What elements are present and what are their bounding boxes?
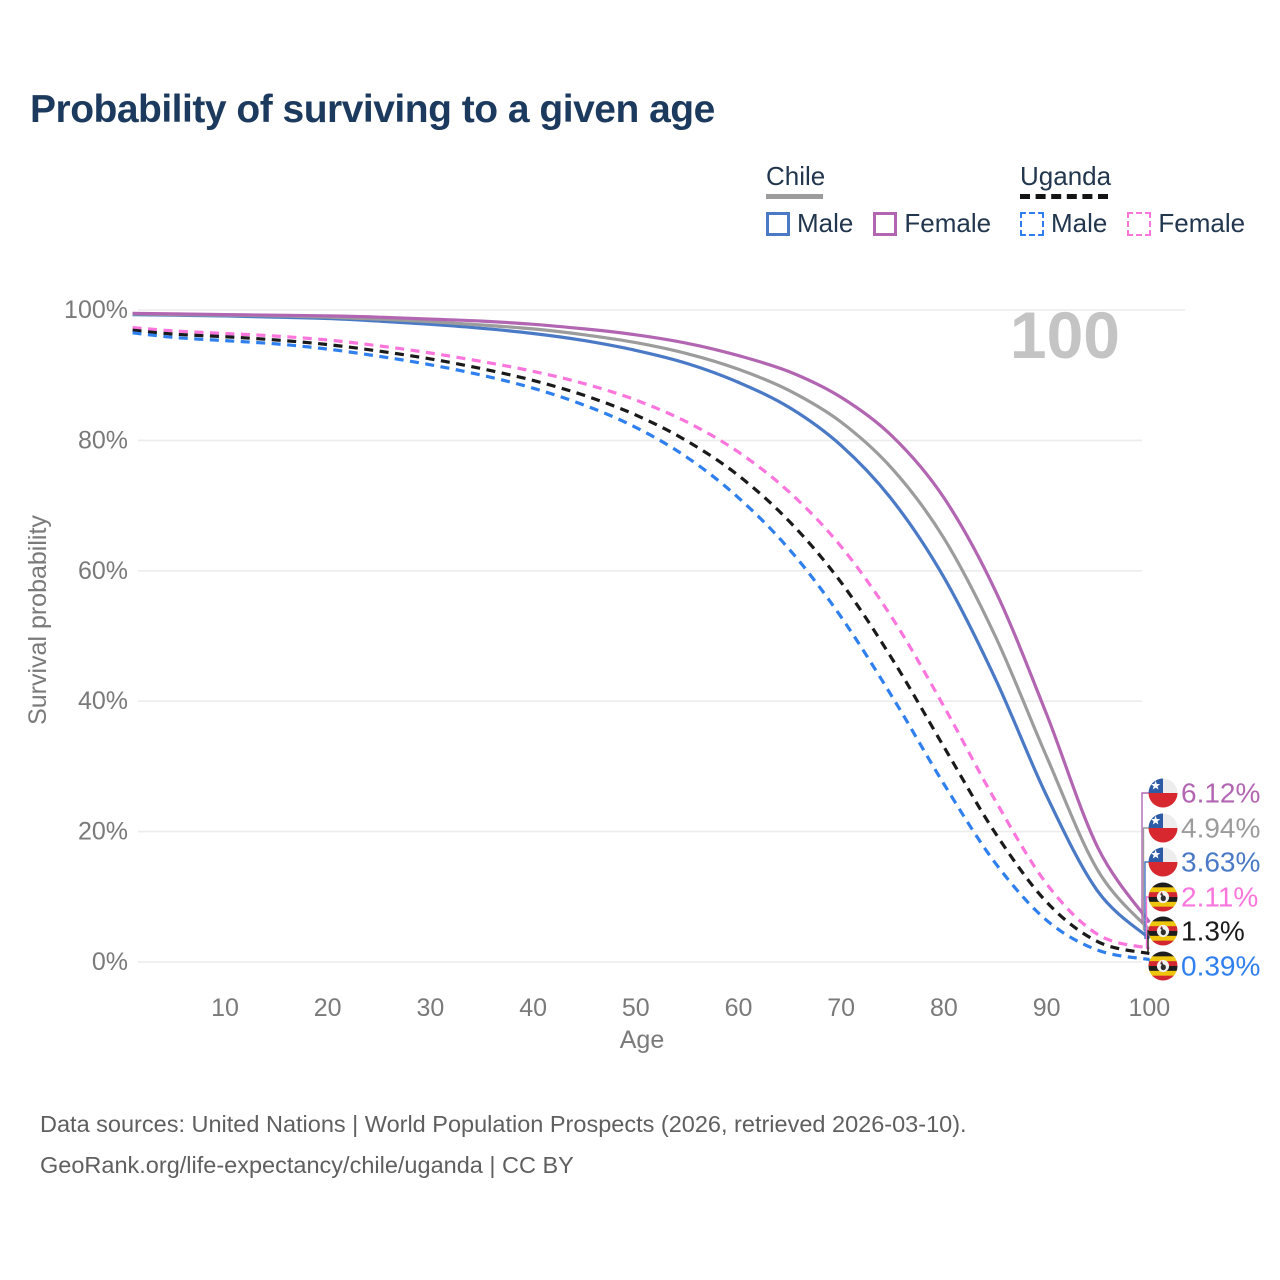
flag-stripe <box>1148 970 1178 977</box>
legend-item-chile-male[interactable]: Male <box>766 208 853 239</box>
x-tick-label: 10 <box>211 994 239 1022</box>
y-tick-label: 80% <box>78 426 128 454</box>
x-tick-label: 20 <box>314 994 342 1022</box>
source-line-1: Data sources: United Nations | World Pop… <box>40 1111 967 1137</box>
uganda-male-swatch-icon <box>1020 211 1044 236</box>
flag-stripe <box>1148 940 1178 946</box>
flag-chile-icon <box>1148 847 1178 877</box>
flag-crane-head <box>1160 893 1163 896</box>
flag-stripe <box>1148 935 1178 942</box>
y-tick-label: 100% <box>64 296 128 324</box>
series-line-uganda_male[interactable] <box>132 331 1150 962</box>
end-value-label: 3.63% <box>1181 847 1260 878</box>
flag-stripe <box>1148 975 1178 981</box>
legend-group-chile: Chile Male Female <box>766 161 991 239</box>
y-tick-label: 0% <box>92 948 128 976</box>
flag-crane-crest <box>1160 961 1163 963</box>
legend-underline-uganda-dashed <box>1020 194 1108 199</box>
y-tick-label: 40% <box>78 687 128 715</box>
flag-chile-icon <box>1148 778 1178 808</box>
x-tick-label: 80 <box>930 994 958 1022</box>
flag-star <box>1151 815 1161 825</box>
end-value-label: 0.39% <box>1181 951 1260 982</box>
hover-age-label: 100 <box>1010 298 1120 372</box>
flag-stripe <box>1148 882 1178 888</box>
flag-star <box>1151 780 1161 790</box>
chile-male-swatch-icon <box>766 211 790 236</box>
end-label-uganda_both: 1.3% <box>1148 916 1245 947</box>
x-axis-title: Age <box>620 1026 664 1054</box>
legend-item-uganda-male[interactable]: Male <box>1020 208 1107 239</box>
legend-country-uganda: Uganda <box>1020 161 1112 191</box>
end-value-label: 4.94% <box>1181 813 1260 844</box>
y-tick-label: 20% <box>78 818 128 846</box>
end-label-chile_male: 3.63% <box>1148 847 1260 878</box>
series-line-uganda_female[interactable] <box>132 326 1150 950</box>
flag-uganda-icon <box>1148 951 1178 981</box>
flag-chile-icon <box>1148 813 1178 843</box>
x-tick-label: 50 <box>622 994 650 1022</box>
flag-uganda-icon <box>1148 916 1178 946</box>
flag-stripe <box>1148 887 1178 893</box>
flag-star <box>1151 849 1161 859</box>
flag-stripe <box>1148 951 1178 957</box>
flag-red <box>1148 862 1178 877</box>
series-line-chile_both[interactable] <box>132 312 1151 931</box>
flag-crane-body <box>1160 929 1166 936</box>
flag-red <box>1148 828 1178 843</box>
legend-label: Female <box>904 208 992 238</box>
series-line-uganda_both[interactable] <box>132 328 1150 956</box>
uganda-female-swatch-icon <box>1127 211 1152 236</box>
y-axis-title: Survival probability <box>24 515 52 725</box>
end-label-chile_both: 4.94% <box>1148 813 1260 844</box>
flag-stripe <box>1148 921 1178 927</box>
x-tick-label: 90 <box>1033 994 1061 1022</box>
flag-stripe <box>1148 901 1178 908</box>
source-note: Data sources: United Nations | World Pop… <box>40 1104 967 1186</box>
legend: Chile Male Female Uganda Male <box>0 161 1280 251</box>
end-value-label: 1.3% <box>1181 916 1245 947</box>
legend-underline-chile-solid <box>766 194 823 199</box>
x-tick-label: 60 <box>725 994 753 1022</box>
legend-item-chile-female[interactable]: Female <box>873 208 991 239</box>
page-title: Probability of surviving to a given age <box>30 88 715 131</box>
legend-label: Male <box>797 208 854 238</box>
flag-stripe <box>1148 906 1178 912</box>
flag-crane-body <box>1160 964 1166 971</box>
flag-crane-crest <box>1160 892 1163 894</box>
flag-crane-crest <box>1160 926 1163 928</box>
end-value-label: 6.12% <box>1181 778 1260 809</box>
end-label-uganda_female: 2.11% <box>1148 882 1258 913</box>
legend-group-uganda: Uganda Male Female <box>1020 161 1245 239</box>
chile-female-swatch-icon <box>873 211 898 236</box>
end-value-label: 2.11% <box>1181 882 1258 913</box>
flag-red <box>1148 793 1178 808</box>
legend-item-uganda-female[interactable]: Female <box>1127 208 1245 239</box>
end-label-uganda_male: 0.39% <box>1148 951 1260 982</box>
flag-stripe <box>1148 916 1178 922</box>
series-line-chile_male[interactable] <box>132 313 1151 940</box>
series-line-chile_female[interactable] <box>132 311 1151 924</box>
flag-crane-body <box>1160 895 1166 902</box>
x-tick-label: 70 <box>827 994 855 1022</box>
flag-crane-head <box>1160 927 1163 930</box>
flag-crane-head <box>1160 962 1163 965</box>
legend-label: Male <box>1051 208 1108 238</box>
legend-label: Female <box>1158 208 1246 238</box>
legend-country-chile: Chile <box>766 161 826 191</box>
x-tick-label: 40 <box>519 994 547 1022</box>
source-line-2: GeoRank.org/life-expectancy/chile/uganda… <box>40 1152 574 1178</box>
x-tick-label: 100 <box>1128 994 1170 1022</box>
y-tick-label: 60% <box>78 557 128 585</box>
flag-uganda-icon <box>1148 882 1178 912</box>
end-label-chile_female: 6.12% <box>1148 778 1260 809</box>
x-tick-label: 30 <box>416 994 444 1022</box>
flag-stripe <box>1148 956 1178 962</box>
